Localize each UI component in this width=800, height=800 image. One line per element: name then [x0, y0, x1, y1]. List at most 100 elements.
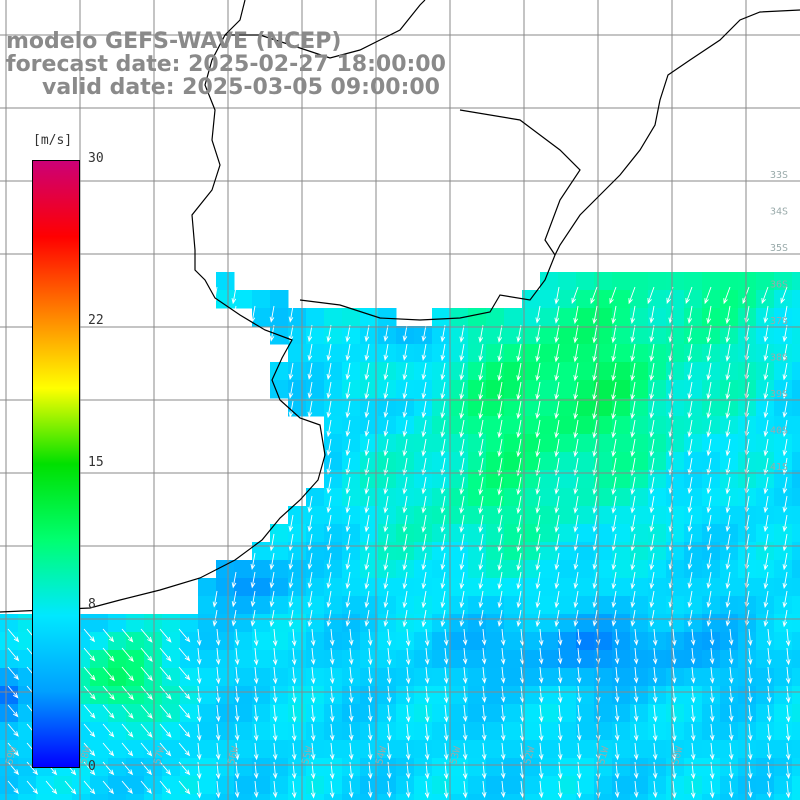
speed-cell: [486, 776, 505, 795]
speed-cell: [576, 362, 595, 381]
speed-cell: [126, 704, 145, 723]
wind-arrow: [497, 400, 503, 420]
wind-arrow: [345, 609, 351, 627]
speed-cell: [342, 344, 361, 363]
wind-arrow: [364, 362, 370, 381]
speed-cell: [774, 542, 793, 561]
speed-cell: [108, 686, 127, 705]
speed-cell: [540, 380, 559, 399]
speed-cell: [558, 596, 577, 615]
wind-arrow: [402, 419, 408, 438]
speed-cell: [648, 794, 667, 800]
wind-arrow: [516, 324, 522, 343]
speed-cell: [738, 416, 757, 435]
wind-arrow: [516, 552, 522, 571]
wind-arrow: [592, 324, 598, 344]
colorbar-tick-label: 8: [88, 596, 96, 612]
wind-arrow: [497, 362, 503, 382]
speed-cell: [684, 740, 703, 759]
wind-arrow: [690, 742, 696, 761]
wind-arrow: [386, 666, 392, 685]
speed-cell: [414, 524, 433, 543]
speed-cell: [612, 650, 631, 669]
speed-cell: [540, 344, 559, 363]
wind-arrow: [64, 780, 77, 795]
wind-arrow: [140, 628, 153, 643]
speed-cell: [234, 578, 253, 597]
speed-cell: [324, 542, 343, 561]
speed-cell: [702, 344, 721, 363]
wind-arrow: [329, 685, 335, 704]
speed-cell: [522, 560, 541, 579]
speed-cell: [144, 794, 163, 800]
wind-arrow: [326, 438, 332, 457]
wind-arrow: [747, 666, 753, 684]
speed-cell: [324, 650, 343, 669]
wind-arrow: [421, 590, 427, 609]
wind-arrow: [329, 628, 335, 646]
wind-arrow: [687, 533, 693, 552]
speed-cell: [342, 452, 361, 471]
speed-cell: [342, 596, 361, 615]
speed-cell: [630, 722, 649, 741]
wind-arrow: [706, 495, 712, 514]
wind-arrow: [250, 609, 256, 627]
speed-cell: [738, 758, 757, 777]
speed-cell: [0, 794, 19, 800]
speed-cell: [540, 596, 559, 615]
speed-cell: [774, 398, 793, 417]
speed-cell: [270, 560, 289, 579]
speed-cell: [720, 722, 739, 741]
speed-cell: [504, 308, 523, 327]
speed-cell: [558, 542, 577, 561]
wind-arrow: [687, 343, 693, 362]
wind-arrow: [687, 381, 693, 400]
wind-arrow: [329, 780, 335, 799]
speed-cell: [774, 704, 793, 723]
speed-cell: [360, 434, 379, 453]
wind-arrow: [310, 628, 316, 647]
speed-cell: [702, 434, 721, 453]
wind-arrow: [611, 590, 617, 609]
speed-cell: [378, 686, 397, 705]
speed-cell: [540, 308, 559, 327]
wind-arrow: [178, 780, 191, 795]
speed-cell: [414, 470, 433, 489]
wind-arrow: [728, 742, 734, 761]
wind-arrow: [630, 343, 636, 362]
speed-cell: [504, 758, 523, 777]
speed-cell: [486, 704, 505, 723]
speed-cell: [558, 344, 577, 363]
wind-arrow: [649, 362, 655, 382]
speed-cell: [702, 524, 721, 543]
wind-arrow: [557, 647, 563, 665]
wind-arrow: [497, 419, 503, 439]
wind-arrow: [478, 381, 484, 401]
wind-arrow: [121, 628, 134, 643]
speed-cell: [684, 434, 703, 453]
speed-cell: [666, 362, 685, 381]
wind-arrow: [782, 476, 788, 495]
wind-arrow: [630, 381, 636, 401]
wind-arrow: [763, 533, 769, 552]
wind-arrow: [554, 533, 560, 552]
wind-arrow: [288, 324, 294, 342]
wind-arrow: [687, 324, 693, 343]
wind-arrow: [402, 343, 408, 361]
wind-arrow: [687, 305, 693, 324]
wind-arrow: [649, 609, 655, 628]
speed-cell: [180, 722, 199, 741]
speed-cell: [612, 506, 631, 525]
wind-arrow: [706, 514, 712, 533]
wind-arrow: [725, 590, 731, 609]
wind-arrow: [307, 609, 313, 628]
wind-arrow: [538, 780, 544, 799]
wind-arrow: [367, 704, 373, 722]
speed-cell: [234, 614, 253, 633]
speed-cell: [522, 722, 541, 741]
speed-cell: [414, 632, 433, 651]
wind-arrow: [633, 666, 639, 684]
speed-cell: [18, 794, 37, 800]
wind-arrow: [310, 666, 316, 685]
speed-cell: [324, 470, 343, 489]
